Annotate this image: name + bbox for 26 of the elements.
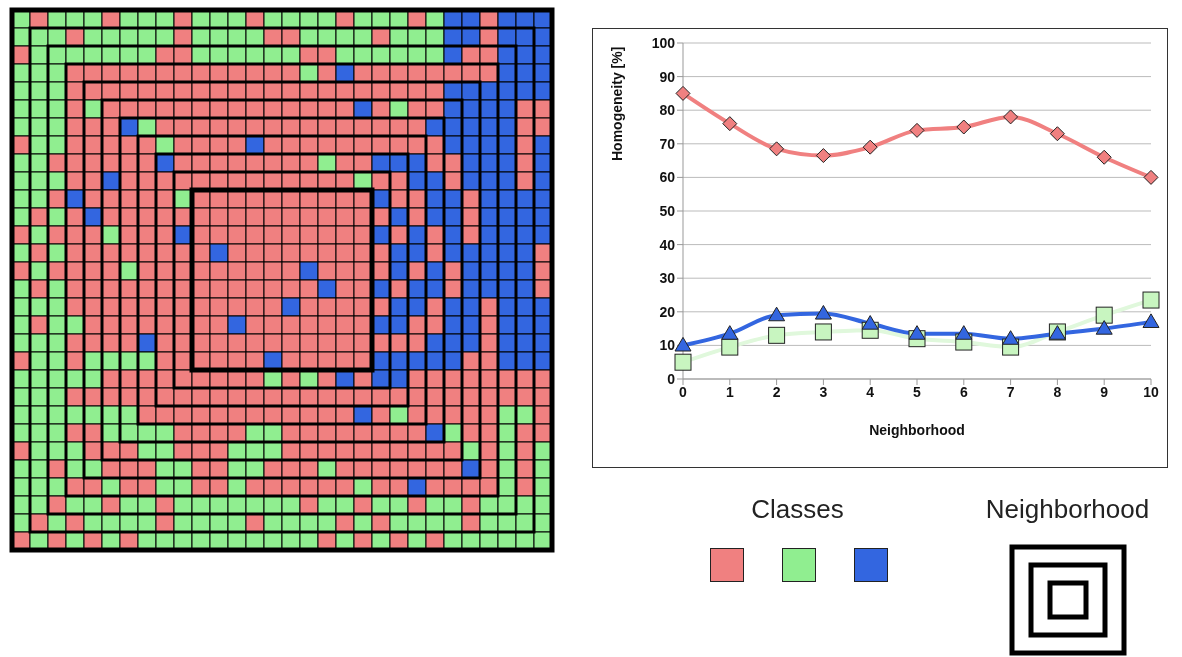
x-tick-label: 2 <box>772 383 781 400</box>
y-tick-label: 100 <box>651 34 676 51</box>
x-tick-label: 7 <box>1006 383 1015 400</box>
x-tick-label: 4 <box>866 383 875 400</box>
x-tick-label: 9 <box>1100 383 1109 400</box>
text: Classes <box>750 494 845 525</box>
text: Neighborhood <box>984 494 1151 525</box>
x-tick-label: 0 <box>679 383 688 400</box>
x-tick-label: 5 <box>913 383 922 400</box>
x-tick-label: 1 <box>725 383 734 400</box>
y-tick-label: 80 <box>659 102 676 119</box>
y-tick-label: 20 <box>659 303 676 320</box>
y-axis-title: Homogeneity [%] <box>608 46 625 161</box>
x-axis-title: Neighborhood <box>869 422 965 438</box>
x-tick-label: 3 <box>819 383 828 400</box>
y-tick-label: 0 <box>667 370 676 387</box>
x-tick-label: 6 <box>959 383 968 400</box>
y-tick-label: 50 <box>659 202 676 219</box>
x-tick-label: 10 <box>1143 383 1159 400</box>
y-tick-label: 40 <box>659 236 676 253</box>
y-tick-label: 90 <box>659 68 676 85</box>
y-tick-label: 30 <box>659 270 676 287</box>
y-tick-label: 10 <box>659 337 676 354</box>
x-tick-label: 8 <box>1053 383 1062 400</box>
y-tick-label: 60 <box>659 169 676 186</box>
y-tick-label: 70 <box>659 135 676 152</box>
